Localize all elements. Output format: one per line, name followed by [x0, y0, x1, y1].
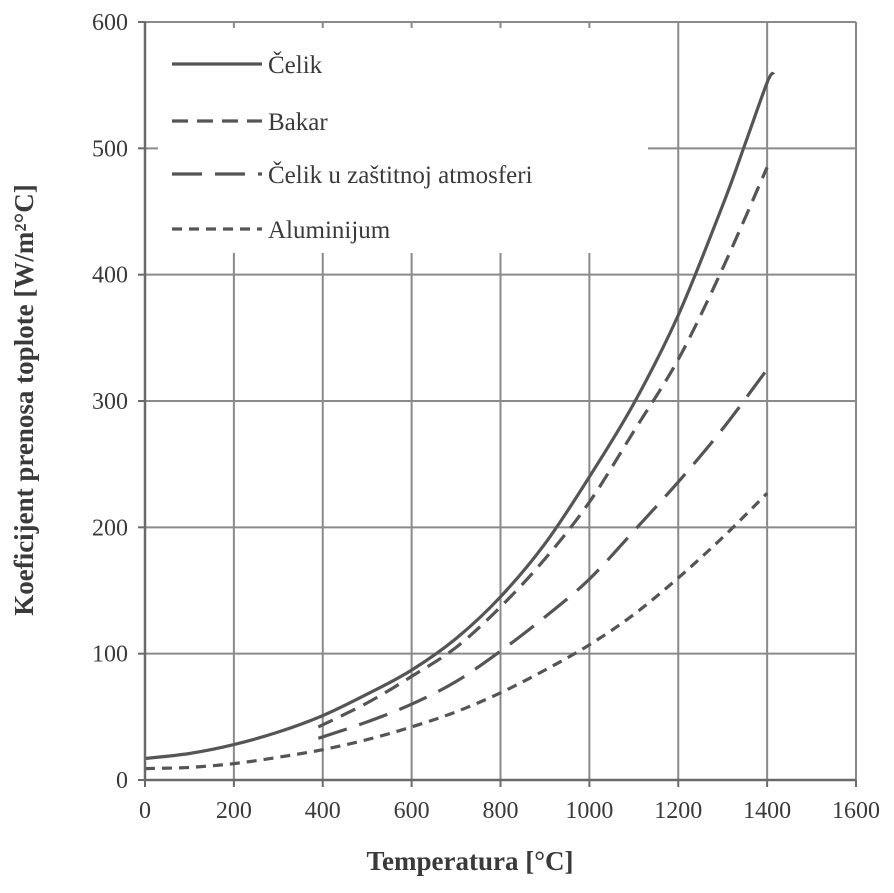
x-tick-label: 0	[139, 798, 151, 824]
x-tick-label: 200	[216, 798, 252, 824]
y-tick-label: 300	[92, 389, 128, 415]
legend-label-1: Čelik	[268, 51, 323, 79]
x-tick-label: 400	[305, 798, 341, 824]
y-tick-label: 0	[116, 768, 128, 794]
x-axis-title: Temperatura [°C]	[366, 846, 573, 876]
tick-labels: 0 200 400 600 800 1000 1200 1400 1600 0 100 200 300 4…	[92, 10, 880, 824]
legend-label-4: Aluminijum	[268, 217, 391, 244]
x-tick-label: 1200	[654, 798, 702, 824]
y-tick-label: 500	[92, 136, 128, 162]
series-line-2	[317, 166, 769, 729]
y-tick-label: 400	[92, 263, 128, 289]
series-line-1	[144, 71, 776, 761]
axes	[138, 21, 857, 787]
y-tick-label: 600	[92, 10, 128, 36]
series-layer	[144, 71, 776, 771]
x-tick-label: 1400	[743, 798, 791, 824]
y-axis-title: Koeficijent prenosa toplote [W/m²°C]	[9, 184, 39, 616]
legend-label-3: Čelik u zaštitnoj atmosferi	[268, 161, 533, 189]
legend-background	[158, 28, 648, 253]
legend: Čelik Bakar Čelik u zaštitnoj atmosferi Alu…	[158, 28, 648, 253]
x-tick-label: 600	[394, 798, 430, 824]
series-line-3	[317, 368, 769, 740]
x-tick-label: 800	[483, 798, 519, 824]
y-tick-label: 200	[92, 515, 128, 541]
y-tick-label: 100	[92, 642, 128, 668]
series-line-4	[144, 492, 769, 771]
legend-label-2: Bakar	[268, 109, 328, 136]
x-tick-label: 1600	[832, 798, 880, 824]
x-tick-label: 1000	[565, 798, 613, 824]
